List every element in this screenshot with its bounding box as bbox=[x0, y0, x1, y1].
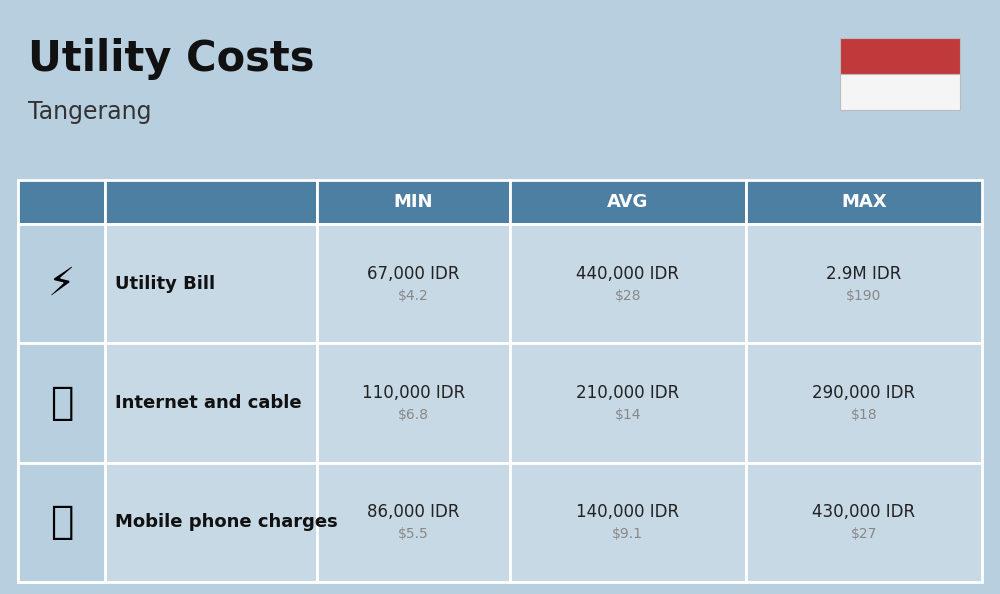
Text: 📡: 📡 bbox=[50, 384, 73, 422]
Bar bbox=[746, 224, 982, 343]
Bar bbox=[18, 343, 105, 463]
Text: 110,000 IDR: 110,000 IDR bbox=[362, 384, 465, 402]
Bar bbox=[317, 343, 510, 463]
Text: $18: $18 bbox=[851, 408, 877, 422]
Bar bbox=[105, 180, 317, 224]
Text: $14: $14 bbox=[614, 408, 641, 422]
Text: MAX: MAX bbox=[841, 193, 887, 211]
Text: 290,000 IDR: 290,000 IDR bbox=[812, 384, 915, 402]
Bar bbox=[105, 343, 317, 463]
Text: Utility Costs: Utility Costs bbox=[28, 38, 314, 80]
Text: $28: $28 bbox=[614, 289, 641, 303]
Bar bbox=[18, 180, 105, 224]
Text: AVG: AVG bbox=[607, 193, 648, 211]
Text: Tangerang: Tangerang bbox=[28, 100, 152, 124]
Bar bbox=[840, 74, 960, 110]
Text: 📱: 📱 bbox=[50, 503, 73, 541]
Text: 440,000 IDR: 440,000 IDR bbox=[576, 265, 679, 283]
Bar bbox=[105, 224, 317, 343]
Bar bbox=[317, 180, 510, 224]
Bar bbox=[510, 180, 746, 224]
Bar bbox=[18, 224, 105, 343]
Bar bbox=[840, 38, 960, 74]
Text: 2.9M IDR: 2.9M IDR bbox=[826, 265, 902, 283]
Text: Utility Bill: Utility Bill bbox=[115, 274, 215, 293]
Text: $4.2: $4.2 bbox=[398, 289, 429, 303]
Text: 67,000 IDR: 67,000 IDR bbox=[367, 265, 459, 283]
Bar bbox=[317, 463, 510, 582]
Text: ⚡: ⚡ bbox=[48, 265, 75, 303]
Bar bbox=[510, 463, 746, 582]
Bar bbox=[746, 463, 982, 582]
Text: $5.5: $5.5 bbox=[398, 527, 429, 541]
Bar bbox=[18, 463, 105, 582]
Text: Mobile phone charges: Mobile phone charges bbox=[115, 513, 338, 532]
Text: $190: $190 bbox=[846, 289, 882, 303]
Bar bbox=[105, 463, 317, 582]
Text: $6.8: $6.8 bbox=[398, 408, 429, 422]
Text: 430,000 IDR: 430,000 IDR bbox=[812, 503, 915, 522]
Text: $27: $27 bbox=[851, 527, 877, 541]
Text: Internet and cable: Internet and cable bbox=[115, 394, 301, 412]
Bar bbox=[18, 343, 105, 463]
Bar bbox=[317, 224, 510, 343]
Bar bbox=[746, 343, 982, 463]
Bar bbox=[18, 224, 105, 343]
Text: 86,000 IDR: 86,000 IDR bbox=[367, 503, 459, 522]
Text: 140,000 IDR: 140,000 IDR bbox=[576, 503, 679, 522]
Bar bbox=[510, 224, 746, 343]
Bar bbox=[18, 463, 105, 582]
Text: $9.1: $9.1 bbox=[612, 527, 643, 541]
Text: MIN: MIN bbox=[393, 193, 433, 211]
Bar bbox=[510, 343, 746, 463]
Text: 210,000 IDR: 210,000 IDR bbox=[576, 384, 679, 402]
Bar bbox=[746, 180, 982, 224]
